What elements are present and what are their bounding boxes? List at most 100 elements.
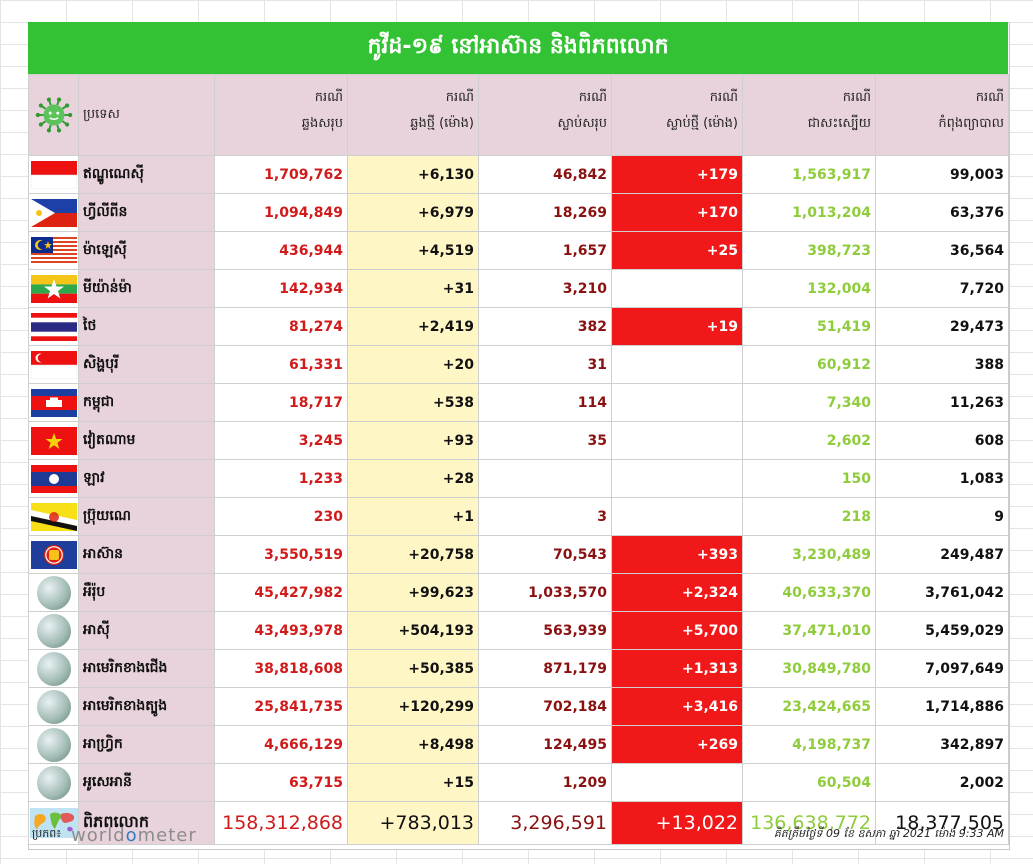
cell-new: +2,419 (347, 307, 479, 346)
header-col-3-line2: ស្លាប់សរុប (557, 116, 607, 131)
cell-new: +4,519 (347, 231, 479, 270)
cell-active: 2,002 (875, 763, 1009, 802)
virus-icon (35, 97, 72, 133)
cell-new: +504,193 (347, 611, 479, 650)
cell-recovered: 60,504 (742, 763, 876, 802)
cell-new: +31 (347, 269, 479, 308)
cell-recovered: 60,912 (742, 345, 876, 384)
cell-total: 1,709,762 (214, 155, 348, 194)
globe-flag-icon (28, 687, 79, 726)
table-row: វៀតណាម 3,245 +93 35 2,602 608 (28, 421, 1009, 460)
row-country-name: អាស៊ាន (78, 535, 215, 574)
laos-flag-icon (28, 459, 79, 498)
row-country-name: អាស៊ី (78, 611, 215, 650)
cell-total: 1,233 (214, 459, 348, 498)
thailand-flag-icon (28, 307, 79, 346)
cell-active: 9 (875, 497, 1009, 536)
asean-flag-icon (28, 535, 79, 574)
row-country-name: ហ្វីលីពីន (78, 193, 215, 232)
world-total-row: ពិភពលោក 158,312,868 +783,013 3,296,591 +13,0… (28, 801, 1009, 845)
cell-recovered: 132,004 (742, 269, 876, 308)
header-col-2-line2: ឆ្លងថ្មី (ម៉ោង) (410, 116, 474, 131)
cell-active: 5,459,029 (875, 611, 1009, 650)
cell-total: 43,493,978 (214, 611, 348, 650)
brunei-flag-icon (28, 497, 79, 536)
cell-new-deaths (611, 459, 743, 498)
cell-total: 142,934 (214, 269, 348, 308)
cell-deaths: 70,543 (478, 535, 612, 574)
cell-new-deaths (611, 421, 743, 460)
worldometer-logo[interactable]: worldometer (71, 824, 197, 846)
cell-total: 3,550,519 (214, 535, 348, 574)
covid-data-table: ប្រទេស ករណី ឆ្លងសរុប ករណីឆ្លងថ្មី (ម៉ោង) ករណ… (28, 74, 1009, 845)
cell-recovered: 3,230,489 (742, 535, 876, 574)
table-footer: ប្រភព៖ worldometer គិតត្រឹមថ្ងៃទី 09 ខែ … (28, 822, 1008, 848)
myanmar-flag-icon (28, 269, 79, 308)
cell-recovered: 398,723 (742, 231, 876, 270)
header-col-6-line2: កំពុងព្យាបាល (938, 116, 1004, 131)
header-row: ប្រទេស ករណី ឆ្លងសរុប ករណីឆ្លងថ្មី (ម៉ោង) ករណ… (28, 74, 1009, 156)
cell-new: +50,385 (347, 649, 479, 688)
row-country-name: អាហ្វ្រិក (78, 725, 215, 764)
header-country: ប្រទេស (78, 74, 215, 156)
cell-total: 3,245 (214, 421, 348, 460)
cell-deaths: 3 (478, 497, 612, 536)
total-active: 18,377,505 (875, 801, 1009, 845)
table-row: ឡាវ 1,233 +28 150 1,083 (28, 459, 1009, 498)
total-deaths: 3,296,591 (478, 801, 612, 845)
cell-active: 99,003 (875, 155, 1009, 194)
globe-flag-icon (28, 611, 79, 650)
cell-new-deaths: +25 (611, 231, 743, 270)
cell-active: 249,487 (875, 535, 1009, 574)
cell-active: 7,097,649 (875, 649, 1009, 688)
cell-new: +6,979 (347, 193, 479, 232)
vietnam-flag-icon (28, 421, 79, 460)
table-row: ហ្វីលីពីន 1,094,849 +6,979 18,269 +170 1,013,… (28, 193, 1009, 232)
cell-new: +93 (347, 421, 479, 460)
globe-flag-icon (28, 725, 79, 764)
cell-new-deaths: +5,700 (611, 611, 743, 650)
cell-total: 63,715 (214, 763, 348, 802)
globe-flag-icon (28, 763, 79, 802)
cell-deaths: 382 (478, 307, 612, 346)
cell-deaths (478, 459, 612, 498)
cell-total: 81,274 (214, 307, 348, 346)
cell-new-deaths (611, 497, 743, 536)
cell-recovered: 218 (742, 497, 876, 536)
table-row: មីយ៉ាន់ម៉ា 142,934 +31 3,210 132,004 7,720 (28, 269, 1009, 308)
table-row: អាហ្វ្រិក 4,666,129 +8,498 124,495 +269 4,198… (28, 725, 1009, 764)
cell-new-deaths: +269 (611, 725, 743, 764)
cell-total: 18,717 (214, 383, 348, 422)
header-col-1: ករណី ឆ្លងសរុប (214, 74, 348, 156)
header-col-1-line1: ករណី (314, 90, 343, 105)
globe-flag-icon (28, 573, 79, 612)
cell-new: +6,130 (347, 155, 479, 194)
cell-recovered: 150 (742, 459, 876, 498)
cell-new: +1 (347, 497, 479, 536)
indonesia-flag-icon (28, 155, 79, 194)
cell-active: 608 (875, 421, 1009, 460)
cell-total: 38,818,608 (214, 649, 348, 688)
header-icon-cell (28, 74, 79, 156)
cell-total: 230 (214, 497, 348, 536)
table-row: កម្ពុជា 18,717 +538 114 7,340 11,263 (28, 383, 1009, 422)
cell-new-deaths (611, 269, 743, 308)
cell-new: +99,623 (347, 573, 479, 612)
globe-flag-icon (28, 649, 79, 688)
header-col-3: ករណី ស្លាប់សរុប (478, 74, 612, 156)
cell-deaths: 702,184 (478, 687, 612, 726)
row-country-name: អាមេរិកខាងត្បូង (78, 687, 215, 726)
row-country-name: អឺរ៉ុប (78, 573, 215, 612)
row-country-name: ឡាវ (78, 459, 215, 498)
cell-active: 29,473 (875, 307, 1009, 346)
cell-new: +20,758 (347, 535, 479, 574)
cell-active: 1,083 (875, 459, 1009, 498)
table-row: ប្រ៊ុយណេ 230 +1 3 218 9 (28, 497, 1009, 536)
cell-new: +538 (347, 383, 479, 422)
philippines-flag-icon (28, 193, 79, 232)
row-country-name: វៀតណាម (78, 421, 215, 460)
cell-active: 388 (875, 345, 1009, 384)
cell-total: 4,666,129 (214, 725, 348, 764)
cell-new-deaths (611, 345, 743, 384)
row-country-name: មីយ៉ាន់ម៉ា (78, 269, 215, 308)
